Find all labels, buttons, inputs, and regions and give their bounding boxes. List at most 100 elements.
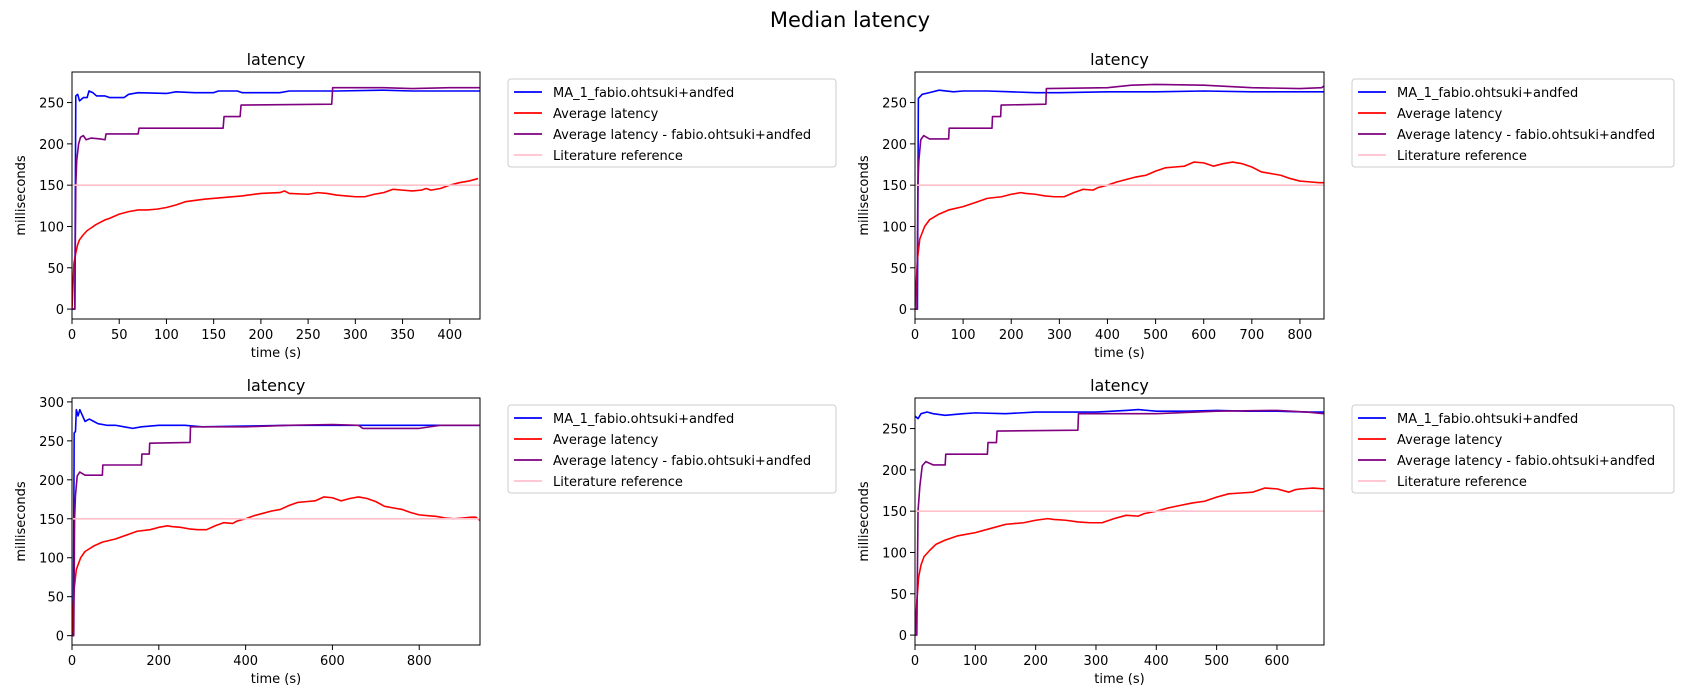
x-tick-label: 600 [1191, 328, 1216, 343]
y-tick-label: 100 [39, 220, 64, 235]
legend-label: Literature reference [553, 475, 683, 490]
y-tick-label: 0 [56, 303, 64, 318]
chart-title: latency [247, 376, 306, 395]
y-tick-label: 150 [39, 179, 64, 194]
x-tick-label: 50 [111, 328, 128, 343]
chart-title: latency [247, 50, 306, 69]
y-axis-label: milliseconds [14, 481, 29, 561]
chart-panel-1: 0 50 100 150 200 250 300 350 400 0 50 100 150 200 250 l… [14, 50, 837, 361]
legend-label: Literature reference [553, 149, 683, 164]
series-line-ma [915, 89, 1324, 310]
x-tick-label: 400 [1144, 654, 1169, 669]
legend: MA_1_fabio.ohtsuki+andfed Average latency… [507, 78, 837, 168]
series-line-ma [72, 408, 480, 637]
x-tick-label: 200 [999, 328, 1024, 343]
legend-frame [1351, 78, 1675, 168]
y-axis-label: milliseconds [857, 481, 872, 561]
x-tick-label: 0 [68, 328, 76, 343]
legend-label: Average latency - fabio.ohtsuki+andfed [553, 128, 811, 143]
legend-label: MA_1_fabio.ohtsuki+andfed [553, 86, 734, 101]
legend-label: Average latency - fabio.ohtsuki+andfed [1397, 128, 1655, 143]
x-axis-label: time (s) [1094, 672, 1144, 687]
y-tick-label: 0 [899, 303, 907, 318]
y-tick-label: 150 [882, 179, 907, 194]
legend: MA_1_fabio.ohtsuki+andfed Average latency… [1351, 404, 1675, 494]
x-tick-label: 200 [146, 654, 171, 669]
x-tick-label: 100 [963, 654, 988, 669]
x-tick-label: 350 [390, 328, 415, 343]
y-tick-label: 50 [47, 262, 64, 277]
legend: MA_1_fabio.ohtsuki+andfed Average latency… [507, 404, 837, 494]
x-tick-label: 800 [1288, 328, 1313, 343]
series-line-avg [72, 177, 479, 310]
axes-frame [71, 71, 481, 320]
x-tick-label: 500 [1204, 654, 1229, 669]
y-tick-label: 50 [890, 262, 907, 277]
x-tick-label: 300 [1084, 654, 1109, 669]
x-axis-label: time (s) [251, 346, 301, 361]
y-tick-label: 150 [39, 513, 64, 528]
x-tick-label: 100 [154, 328, 179, 343]
chart-panel-4: 0 100 200 300 400 500 600 0 50 100 150 200 250 latenc… [857, 376, 1675, 687]
x-tick-label: 800 [407, 654, 432, 669]
y-tick-label: 100 [39, 552, 64, 567]
y-tick-label: 250 [882, 97, 907, 112]
y-tick-label: 250 [39, 435, 64, 450]
x-tick-label: 600 [1265, 654, 1290, 669]
y-tick-label: 250 [39, 97, 64, 112]
y-tick-label: 200 [882, 138, 907, 153]
x-tick-label: 0 [911, 654, 919, 669]
y-tick-label: 150 [882, 505, 907, 520]
legend-label: Average latency [1397, 433, 1503, 448]
series-line-avg_user [72, 86, 480, 310]
x-tick-label: 200 [248, 328, 273, 343]
legend-frame [1351, 404, 1675, 494]
y-tick-label: 0 [899, 629, 907, 644]
y-axis-label: milliseconds [14, 155, 29, 235]
x-tick-label: 400 [1095, 328, 1120, 343]
x-tick-label: 150 [201, 328, 226, 343]
legend: MA_1_fabio.ohtsuki+andfed Average latency… [1351, 78, 1675, 168]
chart-title: latency [1090, 376, 1149, 395]
series-line-ma [72, 89, 480, 310]
y-tick-label: 250 [882, 423, 907, 438]
series-line-avg_user [915, 409, 1324, 636]
figure-title: Median latency [769, 8, 931, 32]
x-axis-label: time (s) [251, 672, 301, 687]
series-line-avg_user [915, 83, 1324, 310]
y-tick-label: 200 [882, 464, 907, 479]
legend-label: MA_1_fabio.ohtsuki+andfed [1397, 412, 1578, 427]
axes-frame [914, 71, 1325, 320]
x-tick-label: 400 [437, 328, 462, 343]
y-axis-label: milliseconds [857, 155, 872, 235]
chart-panel-3: 0 200 400 600 800 0 50 100 150 200 250 300 latency ti… [14, 376, 837, 687]
x-tick-label: 500 [1143, 328, 1168, 343]
x-tick-label: 200 [1023, 654, 1048, 669]
x-tick-label: 250 [296, 328, 321, 343]
legend-label: MA_1_fabio.ohtsuki+andfed [553, 412, 734, 427]
x-tick-label: 300 [343, 328, 368, 343]
x-tick-label: 400 [233, 654, 258, 669]
y-tick-label: 100 [882, 546, 907, 561]
series-line-avg [915, 487, 1324, 636]
y-tick-label: 50 [47, 591, 64, 606]
legend-label: Literature reference [1397, 475, 1527, 490]
legend-label: Average latency [553, 107, 659, 122]
legend-label: Average latency - fabio.ohtsuki+andfed [1397, 454, 1655, 469]
legend-frame [507, 78, 837, 168]
x-tick-label: 0 [68, 654, 76, 669]
y-tick-label: 0 [56, 630, 64, 645]
legend-label: Average latency - fabio.ohtsuki+andfed [553, 454, 811, 469]
y-tick-label: 300 [39, 396, 64, 411]
legend-label: MA_1_fabio.ohtsuki+andfed [1397, 86, 1578, 101]
x-axis-label: time (s) [1094, 346, 1144, 361]
chart-panel-2: 0 100 200 300 400 500 600 700 800 0 50 100 150 200 250… [857, 50, 1675, 361]
series-line-avg_user [72, 423, 480, 637]
x-tick-label: 0 [911, 328, 919, 343]
x-tick-label: 600 [320, 654, 345, 669]
legend-label: Average latency [553, 433, 659, 448]
legend-label: Average latency [1397, 107, 1503, 122]
y-tick-label: 200 [39, 474, 64, 489]
x-tick-label: 700 [1239, 328, 1264, 343]
